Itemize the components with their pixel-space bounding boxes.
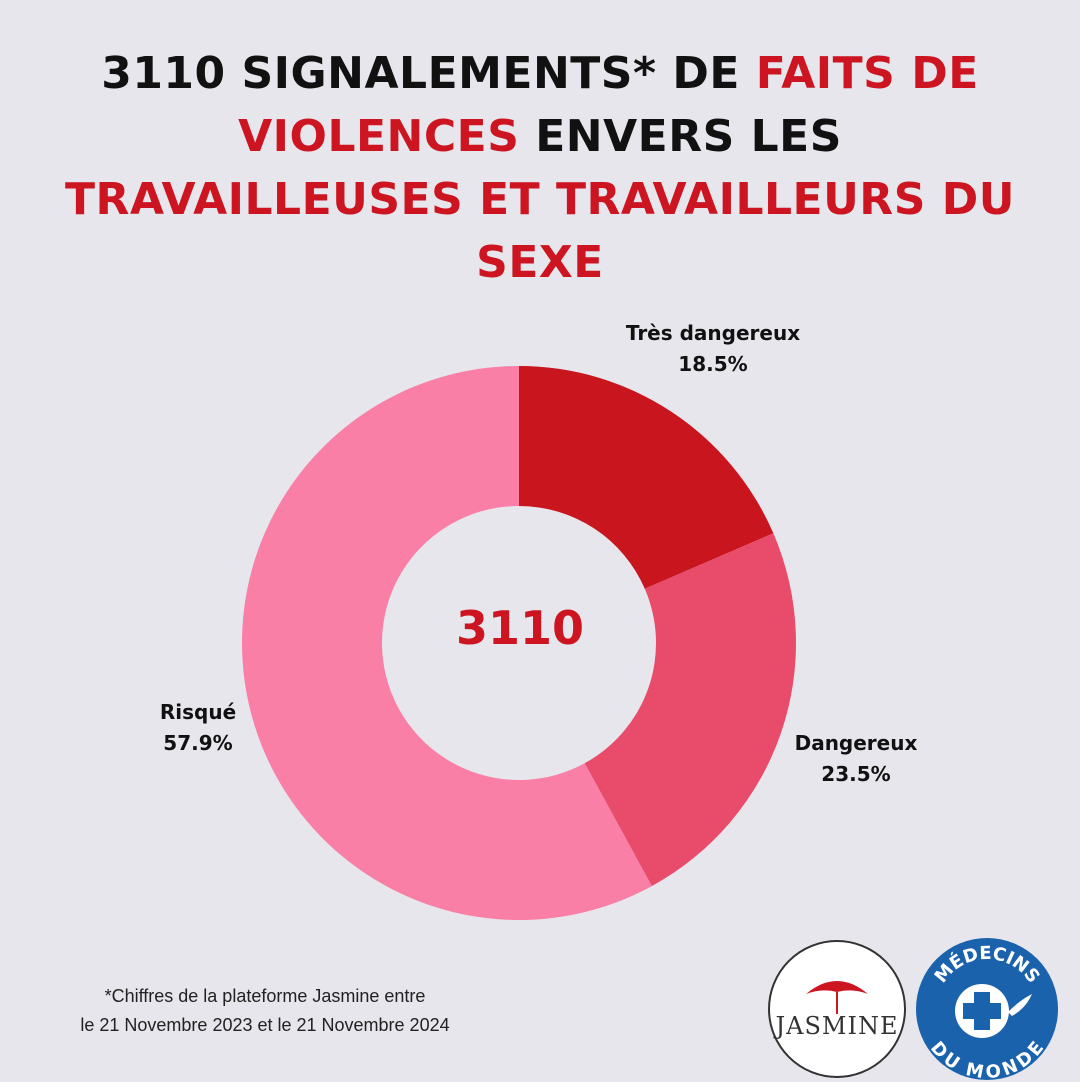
donut-slice-dangereux xyxy=(584,533,797,887)
jasmine-logo: JASMINE xyxy=(768,940,906,1078)
footnote-line-2: le 21 Novembre 2023 et le 21 Novembre 20… xyxy=(80,1015,450,1035)
slice-name: Dangereux xyxy=(794,731,918,755)
medecins-du-monde-logo: MÉDECINS DU MONDE xyxy=(916,938,1058,1082)
title-segment-highlight: FAITS DE xyxy=(755,48,979,99)
title-line-3: TRAVAILLEUSES ET TRAVAILLEURS DU xyxy=(65,174,1015,225)
slice-value: 18.5% xyxy=(678,352,748,376)
slice-label-tres-dangereux: Très dangereux 18.5% xyxy=(613,318,813,380)
page-title: 3110 SIGNALEMENTS* DE FAITS DE VIOLENCES… xyxy=(40,42,1040,294)
slice-name: Risqué xyxy=(159,700,237,724)
title-line-2: VIOLENCES ENVERS LES xyxy=(40,105,1040,168)
footnote-line-1: *Chiffres de la plateforme Jasmine entre xyxy=(104,986,426,1006)
donut-slice-risque xyxy=(241,365,652,920)
title-line-1: 3110 SIGNALEMENTS* DE FAITS DE xyxy=(40,42,1040,105)
slice-value: 23.5% xyxy=(821,762,891,786)
slice-label-dangereux: Dangereux 23.5% xyxy=(772,728,940,790)
slice-name: Très dangereux xyxy=(625,321,801,345)
title-segment-highlight: VIOLENCES xyxy=(238,111,520,162)
title-segment: 3110 SIGNALEMENTS* DE xyxy=(101,48,756,99)
slice-label-risque: Risqué 57.9% xyxy=(138,697,258,759)
donut-slice-tres-dangereux xyxy=(519,366,774,589)
footnote: *Chiffres de la plateforme Jasmine entre… xyxy=(30,982,500,1040)
dove-icon xyxy=(1008,994,1032,1016)
umbrella-icon xyxy=(806,981,868,994)
title-line-4: SEXE xyxy=(476,237,604,288)
cross-icon xyxy=(955,984,1009,1038)
donut-center-total: 3110 xyxy=(455,601,585,655)
slice-value: 57.9% xyxy=(163,731,233,755)
jasmine-logo-text: JASMINE xyxy=(773,1012,899,1040)
title-segment: ENVERS LES xyxy=(519,111,842,162)
